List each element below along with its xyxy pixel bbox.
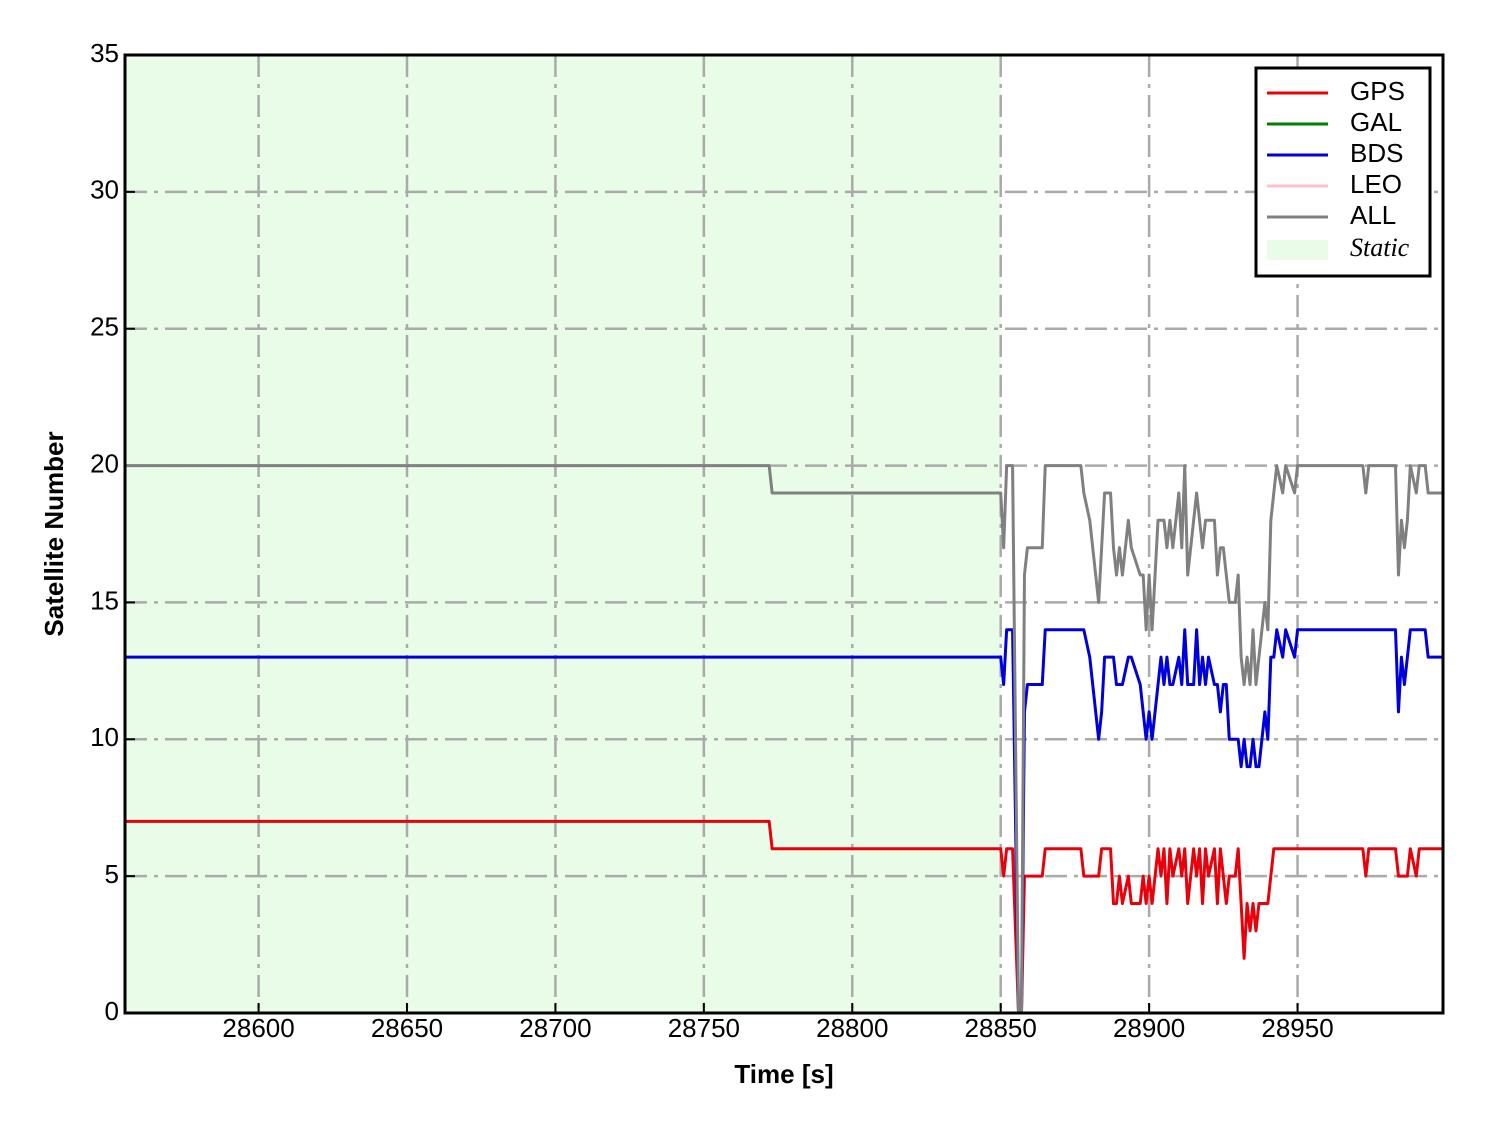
x-tick-label: 28850	[965, 1013, 1037, 1043]
legend-label: Static	[1350, 233, 1410, 262]
x-tick-label: 28650	[371, 1013, 443, 1043]
x-tick-label: 28900	[1113, 1013, 1185, 1043]
y-tick-label: 15	[90, 585, 119, 615]
x-tick-label: 28950	[1261, 1013, 1333, 1043]
y-tick-label: 20	[90, 448, 119, 478]
y-tick-label: 35	[90, 38, 119, 68]
x-axis-label: Time [s]	[734, 1059, 833, 1089]
y-tick-label: 0	[105, 996, 119, 1026]
y-tick-label: 30	[90, 175, 119, 205]
legend-swatch	[1267, 240, 1328, 260]
y-axis-label: Satellite Number	[39, 431, 69, 636]
legend-label: LEO	[1350, 169, 1402, 199]
x-tick-label: 28700	[519, 1013, 591, 1043]
x-tick-label: 28750	[668, 1013, 740, 1043]
x-tick-label: 28800	[816, 1013, 888, 1043]
y-tick-label: 25	[90, 312, 119, 342]
x-tick-label: 28600	[222, 1013, 294, 1043]
legend-label: BDS	[1350, 138, 1403, 168]
legend-label: GAL	[1350, 107, 1402, 137]
y-tick-label: 5	[105, 859, 119, 889]
plot-frame	[123, 53, 1445, 1015]
series-line	[125, 819, 1443, 1015]
series-line	[125, 464, 1443, 1015]
shaded-region	[125, 55, 1001, 1013]
series-line	[125, 628, 1443, 1015]
plot-area	[125, 53, 1443, 1015]
legend-label: ALL	[1350, 200, 1396, 230]
legend-label: GPS	[1350, 76, 1405, 106]
y-tick-label: 10	[90, 722, 119, 752]
